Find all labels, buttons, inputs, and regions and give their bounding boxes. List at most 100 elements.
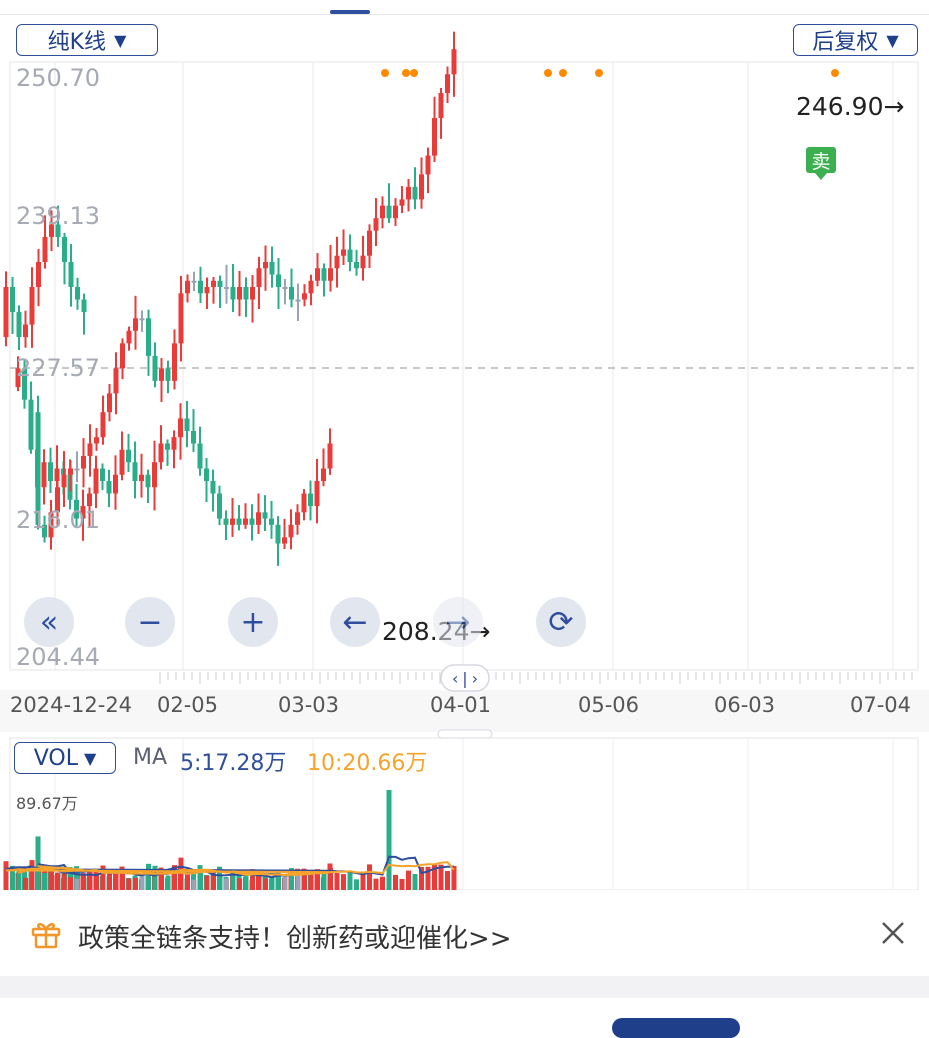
promo-text[interactable]: 政策全链条支持！创新药或迎催化>> (78, 924, 512, 954)
section-divider (0, 976, 929, 998)
kline-type-label: 纯K线 (47, 30, 107, 55)
rotate-screen-button[interactable]: ⟳ (536, 597, 586, 647)
volume-bar (321, 872, 327, 890)
candle-body (380, 205, 385, 219)
volume-bar (35, 836, 41, 890)
candle-body (28, 399, 34, 450)
candle-body (282, 537, 287, 544)
bottom-action-button[interactable] (612, 1018, 740, 1038)
sell-marker-badge (806, 147, 836, 173)
candle-body (172, 343, 177, 381)
candle-body (87, 493, 92, 507)
signal-dot (402, 69, 410, 77)
candle-body (321, 268, 327, 281)
sell-marker-label: 卖 (811, 151, 830, 173)
close-icon[interactable] (878, 918, 908, 948)
zoom-to-start-button[interactable]: « (24, 597, 74, 647)
indicator-select[interactable]: VOL ▼ (14, 742, 116, 774)
volume-bar (113, 872, 119, 890)
scrubber-arrows-icon: ‹|› (451, 669, 480, 688)
signal-dot (381, 69, 389, 77)
y-tick-label: 250.70 (16, 64, 100, 92)
volume-bar (354, 879, 359, 890)
volume-bar (68, 877, 73, 890)
volume-bar (159, 868, 164, 890)
volume-bar (386, 790, 392, 890)
volume-bar (263, 878, 268, 890)
volume-bar (406, 870, 411, 890)
candle-body (211, 280, 216, 288)
candle-body (81, 455, 86, 469)
volume-bar (126, 878, 132, 890)
candle-body (263, 261, 268, 269)
candle-body (100, 468, 105, 482)
volume-bar (451, 865, 457, 890)
candle-body (68, 261, 74, 288)
candle-body (113, 474, 118, 494)
volume-bar (373, 878, 379, 890)
candle-body (87, 443, 93, 456)
candle-body (132, 462, 138, 482)
candle-body (36, 261, 41, 288)
candle-body (48, 462, 53, 482)
candle-body (106, 481, 112, 494)
chart-overlay: 250.70239.13227.57216.01204.44246.90→208… (10, 64, 911, 739)
candle-body (191, 280, 197, 283)
adjust-type-select[interactable]: 后复权 ▼ (793, 24, 918, 56)
candle-body (262, 512, 268, 519)
kline-chart[interactable]: 250.70239.13227.57216.01204.44246.90→208… (0, 0, 929, 900)
kline-type-select[interactable]: 纯K线 ▼ (16, 24, 158, 56)
candle-body (230, 287, 236, 300)
promo-banner[interactable] (0, 890, 929, 976)
candle-body (22, 368, 27, 400)
candle-body (80, 506, 86, 519)
candle-body (68, 468, 73, 475)
candle-body (412, 186, 418, 200)
pan-right-button[interactable]: → (433, 597, 483, 647)
candle-body (159, 368, 164, 381)
signal-dot (544, 69, 552, 77)
candle-body (451, 49, 457, 75)
candle-body (139, 318, 145, 321)
zoom-in-button[interactable]: + (228, 597, 278, 647)
candle-body (269, 518, 274, 525)
volume-bar (380, 876, 385, 890)
candle-body (16, 312, 22, 338)
candle-body (425, 155, 431, 175)
x-tick-label: 2024-12-24 (10, 693, 132, 717)
candle-body (276, 274, 281, 288)
volume-bar (191, 879, 197, 890)
volume-bar (133, 877, 138, 890)
volume-bar (224, 878, 229, 890)
pan-left-button[interactable]: ← (330, 597, 380, 647)
candle-body (100, 412, 106, 438)
volume-bar (10, 865, 15, 890)
candle-body (308, 280, 314, 294)
x-tick-label: 02-05 (157, 693, 218, 717)
rotate-icon: ⟳ (548, 604, 574, 640)
candle-body (55, 487, 60, 513)
volume-bar (269, 876, 275, 890)
y-tick-label: 216.01 (16, 506, 100, 534)
zoom-out-button[interactable]: − (125, 597, 175, 647)
candle-body (94, 437, 99, 444)
candle-body (341, 249, 346, 256)
volume-bar (217, 875, 223, 890)
candle-body (321, 468, 326, 482)
volume-bar (204, 875, 210, 890)
volume-bar (302, 870, 307, 890)
volume-bar (341, 874, 346, 890)
candle-body (432, 118, 437, 156)
candle-body (347, 249, 353, 262)
volume-bar (198, 873, 203, 890)
candle-body (373, 218, 379, 231)
volume-bar (152, 865, 158, 890)
candle-body (295, 299, 301, 302)
volume-bar (172, 865, 177, 890)
vol-ma10-line (5, 861, 455, 877)
candle-body (419, 174, 424, 200)
volume-bar (282, 876, 288, 890)
volume-bar (250, 869, 255, 890)
adjust-type-label: 后复权 (812, 30, 879, 55)
plus-icon: + (240, 604, 266, 640)
